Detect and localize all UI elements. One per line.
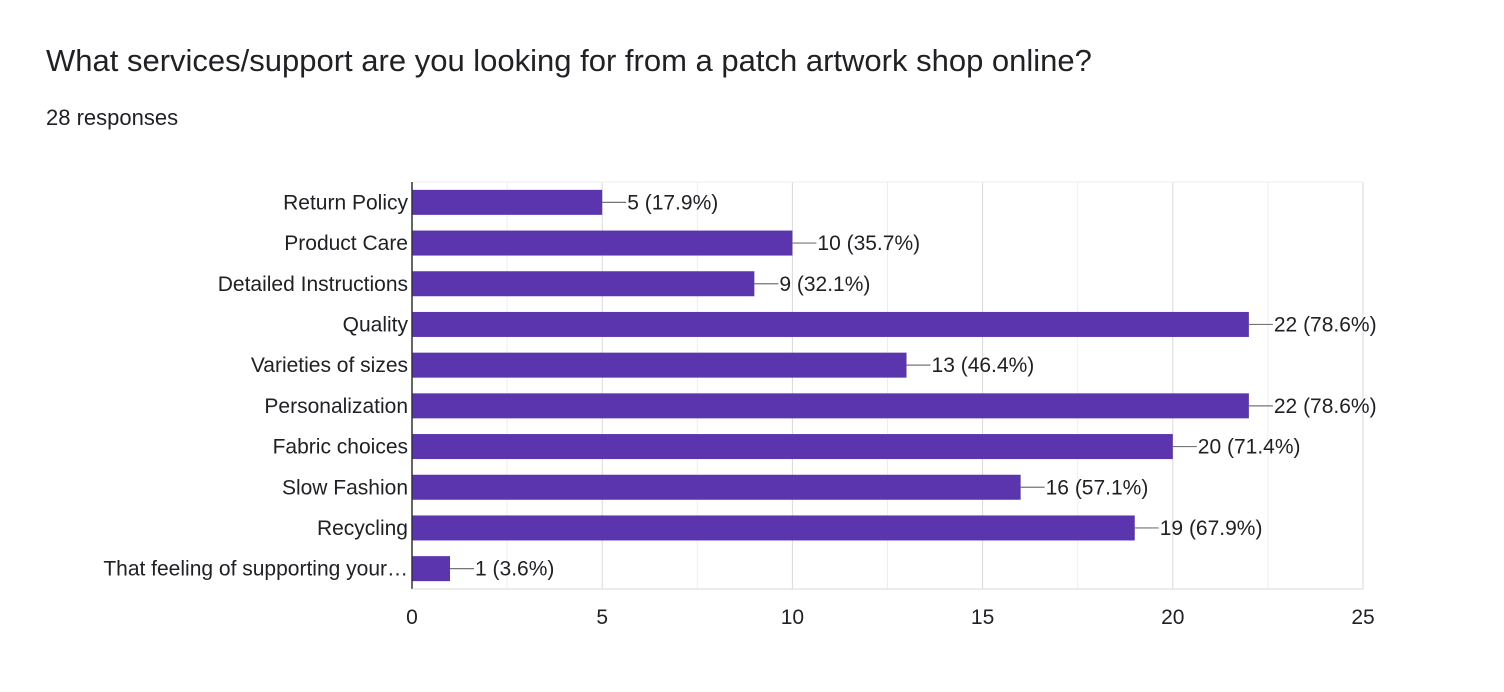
labels: Return Policy 5 (17.9%) Product Care 10 (35… <box>103 191 1376 580</box>
axes: 0 5 10 15 20 25 <box>406 182 1375 629</box>
bar <box>412 271 755 297</box>
bar <box>412 311 1249 337</box>
bar <box>412 352 907 378</box>
bar <box>412 434 1173 460</box>
x-tick-label: 15 <box>971 606 994 629</box>
value-label: 16 (57.1%) <box>1046 476 1149 499</box>
x-tick-label: 5 <box>596 606 608 629</box>
bar <box>412 230 793 256</box>
value-label: 9 (32.1%) <box>779 273 870 296</box>
value-label: 19 (67.9%) <box>1160 517 1263 540</box>
value-label: 13 (46.4%) <box>932 354 1035 377</box>
value-label: 20 (71.4%) <box>1198 436 1301 459</box>
x-tick-label: 0 <box>406 606 418 629</box>
bar <box>412 189 603 215</box>
bar <box>412 515 1135 541</box>
response-count: 28 responses <box>46 105 179 130</box>
x-tick-label: 10 <box>781 606 804 629</box>
category-label: Return Policy <box>283 191 408 214</box>
category-label: Product Care <box>284 232 408 255</box>
category-label: Varieties of sizes <box>251 354 408 377</box>
value-label: 1 (3.6%) <box>475 558 554 581</box>
category-label: That feeling of supporting your… <box>103 558 408 581</box>
value-label: 10 (35.7%) <box>817 232 920 255</box>
bars <box>412 189 1249 582</box>
category-label: Recycling <box>317 517 408 540</box>
value-label: 22 (78.6%) <box>1274 313 1377 336</box>
bar <box>412 556 451 582</box>
value-label: 22 (78.6%) <box>1274 395 1377 418</box>
category-label: Fabric choices <box>273 436 408 459</box>
question-title: What services/support are you looking fo… <box>46 43 1092 78</box>
category-label: Quality <box>343 313 409 336</box>
x-tick-label: 20 <box>1161 606 1184 629</box>
value-label: 5 (17.9%) <box>627 191 718 214</box>
bar <box>412 393 1249 419</box>
category-label: Detailed Instructions <box>218 273 408 296</box>
category-label: Personalization <box>264 395 408 418</box>
category-label: Slow Fashion <box>282 476 408 499</box>
x-tick-label: 25 <box>1351 606 1374 629</box>
bar <box>412 474 1021 500</box>
